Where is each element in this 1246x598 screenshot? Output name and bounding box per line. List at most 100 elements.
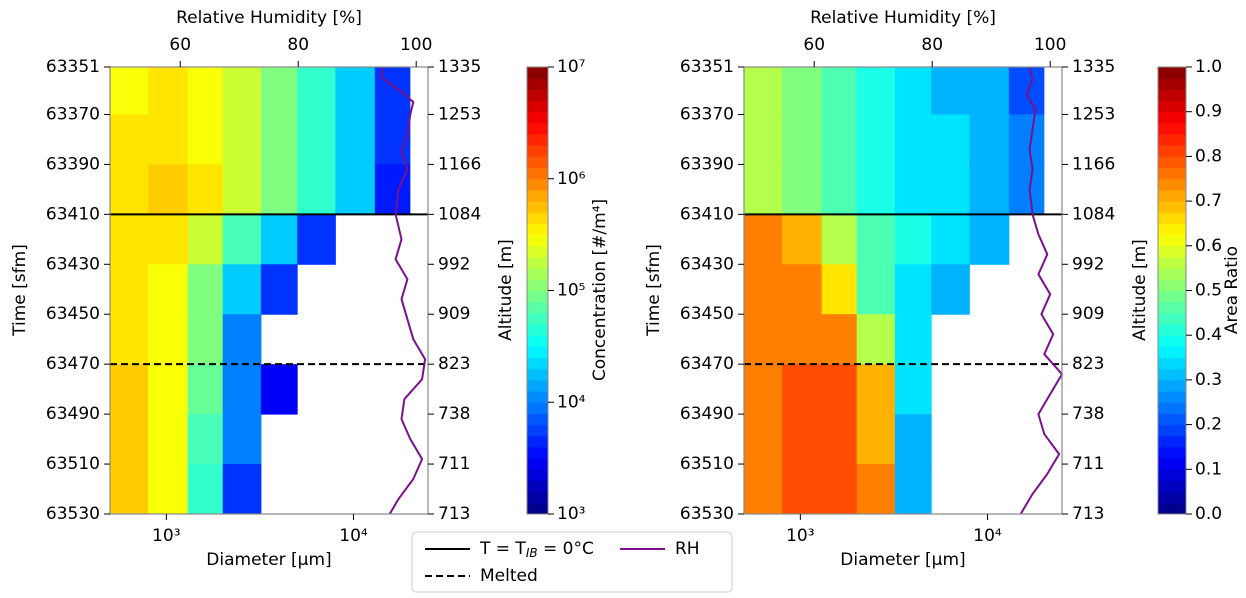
- heat-cell: [931, 164, 970, 215]
- top-axis-title: Relative Humidity [%]: [176, 8, 362, 28]
- heat-cell: [744, 114, 783, 165]
- colorbar-band: [1158, 402, 1186, 414]
- y2-tick-label: 823: [438, 354, 470, 374]
- heat-cell: [782, 314, 823, 365]
- x-axis-title: Diameter [µm]: [206, 550, 331, 570]
- colorbar-band: [1158, 446, 1186, 459]
- heat-cell: [821, 414, 858, 465]
- y-tick-label: 63370: [46, 104, 100, 124]
- y-tick-label: 63390: [680, 154, 734, 174]
- heat-cell: [148, 114, 189, 165]
- y2-tick-label: 1166: [1072, 154, 1115, 174]
- heat-cell: [821, 264, 858, 315]
- colorbar-band: [527, 290, 548, 303]
- colorbar-band: [527, 145, 548, 157]
- y-axis-title: Time [sfm]: [644, 244, 664, 337]
- colorbar-band: [1158, 312, 1186, 325]
- colorbar-tick-label: 10⁴: [557, 392, 586, 412]
- heat-cell: [110, 164, 149, 215]
- y-tick-label: 63530: [46, 504, 100, 524]
- heat-cell: [374, 164, 411, 215]
- colorbar-band: [527, 256, 548, 269]
- heat-cell: [821, 114, 858, 165]
- colorbar-band: [1158, 178, 1186, 191]
- heat-cell: [260, 264, 298, 315]
- y2-tick-label: 1084: [438, 204, 481, 224]
- colorbar-band: [527, 178, 548, 191]
- colorbar-band: [1158, 145, 1186, 157]
- heat-cell: [187, 114, 224, 165]
- y2-tick-label: 711: [1072, 454, 1104, 474]
- colorbar-band: [1158, 324, 1186, 336]
- colorbar-tick-label: 10⁶: [557, 169, 586, 189]
- heat-cell: [222, 114, 262, 165]
- colorbar-band: [527, 312, 548, 325]
- y-tick-label: 63390: [46, 154, 100, 174]
- colorbar-band: [1158, 89, 1186, 102]
- colorbar-band: [527, 212, 548, 224]
- top-tick-label: 100: [400, 35, 432, 55]
- y2-tick-label: 1253: [438, 104, 481, 124]
- colorbar-tick-label: 10⁷: [557, 57, 586, 77]
- heat-cell: [821, 214, 858, 265]
- colorbar-band: [527, 402, 548, 414]
- heat-cell: [297, 164, 336, 215]
- plot-frame: [109, 66, 429, 515]
- legend-box: [411, 531, 733, 593]
- heat-cell: [187, 314, 224, 365]
- y-tick-label: 63430: [680, 254, 734, 274]
- colorbar-band: [1158, 480, 1186, 493]
- x-tick-label: 10³: [152, 526, 180, 546]
- colorbar-band: [1158, 134, 1186, 146]
- heat-cell: [297, 67, 336, 115]
- colorbar-title: Area Ratio: [1222, 246, 1242, 334]
- colorbar-band: [527, 111, 548, 124]
- heat-cell: [744, 414, 783, 465]
- heat-cell: [110, 264, 149, 315]
- top-tick-label: 60: [803, 35, 825, 55]
- heat-cell: [148, 214, 189, 265]
- top-tick-label: 100: [1034, 35, 1066, 55]
- colorbar-band: [1158, 256, 1186, 269]
- colorbar-band: [1158, 391, 1186, 403]
- heat-cell: [260, 214, 298, 265]
- heat-cell: [222, 67, 262, 115]
- x-tick-label: 10⁴: [973, 526, 1002, 546]
- colorbar-band: [527, 335, 548, 347]
- colorbar-band: [1158, 78, 1186, 90]
- heat-cell: [1008, 164, 1045, 215]
- colorbar-band: [527, 78, 548, 90]
- colorbar-band: [1158, 67, 1186, 79]
- y-tick-label: 63410: [680, 204, 734, 224]
- heat-cell: [335, 67, 376, 115]
- heat-cell: [260, 164, 298, 215]
- y-tick-label: 63430: [46, 254, 100, 274]
- colorbar-band: [1158, 268, 1186, 280]
- colorbar-tick-label: 0.3: [1195, 370, 1222, 390]
- heat-cell: [894, 314, 932, 365]
- colorbar-band: [527, 368, 548, 381]
- colorbar-tick-label: 0.0: [1195, 504, 1222, 524]
- colorbar-band: [1158, 167, 1186, 180]
- heat-cell: [894, 214, 932, 265]
- colorbar-tick-label: 0.5: [1195, 281, 1222, 301]
- top-axis-title: Relative Humidity [%]: [810, 8, 996, 28]
- heat-cell: [148, 464, 189, 515]
- legend-label: RH: [675, 539, 700, 559]
- y2-tick-label: 823: [1072, 354, 1104, 374]
- heat-cell: [744, 264, 783, 315]
- colorbar-band: [1158, 346, 1186, 359]
- heat-cell: [969, 164, 1010, 215]
- colorbar-band: [1158, 245, 1186, 258]
- heat-cell: [110, 214, 149, 265]
- heat-cell: [782, 264, 823, 315]
- heat-cell: [187, 264, 224, 315]
- heat-cell: [374, 114, 411, 165]
- colorbar-band: [527, 268, 548, 280]
- x-tick-label: 10³: [786, 526, 814, 546]
- colorbar-band: [1158, 458, 1186, 470]
- plot-frame: [743, 66, 1063, 515]
- colorbar-band: [527, 491, 548, 504]
- colorbar-band: [527, 100, 548, 113]
- heat-cell: [856, 114, 896, 165]
